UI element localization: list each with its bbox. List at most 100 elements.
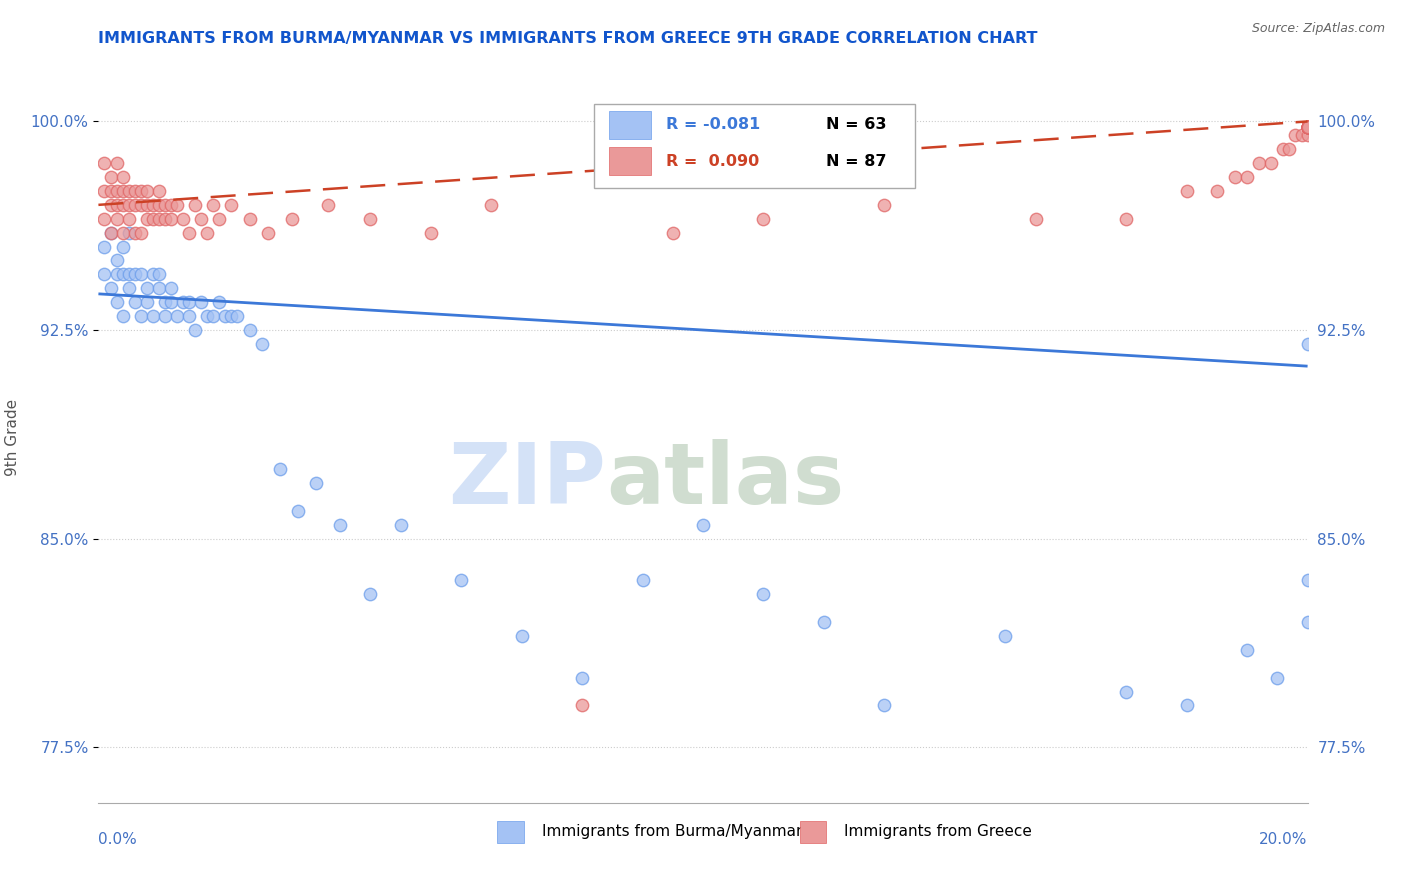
Point xyxy=(1296,615,1319,629)
Point xyxy=(1249,156,1271,170)
Text: R = -0.081: R = -0.081 xyxy=(665,117,759,132)
Point xyxy=(1291,128,1313,143)
Point xyxy=(100,226,122,240)
Point xyxy=(135,211,157,226)
Point xyxy=(208,211,231,226)
Point xyxy=(389,517,412,532)
Point xyxy=(226,309,249,323)
Point xyxy=(111,239,134,253)
Point xyxy=(118,281,141,295)
Point xyxy=(195,309,218,323)
Point xyxy=(160,295,183,310)
Point xyxy=(100,281,122,295)
Point xyxy=(221,198,243,212)
Point xyxy=(129,226,152,240)
Point xyxy=(111,226,134,240)
Text: 0.0%: 0.0% xyxy=(98,832,138,847)
Point xyxy=(208,295,231,310)
Point xyxy=(111,184,134,198)
Point xyxy=(160,281,183,295)
Point xyxy=(214,309,236,323)
Point xyxy=(100,169,122,184)
Point xyxy=(118,211,141,226)
Point xyxy=(135,281,157,295)
Point xyxy=(172,211,194,226)
Point xyxy=(148,211,170,226)
Point xyxy=(1296,128,1319,143)
Text: IMMIGRANTS FROM BURMA/MYANMAR VS IMMIGRANTS FROM GREECE 9TH GRADE CORRELATION CH: IMMIGRANTS FROM BURMA/MYANMAR VS IMMIGRA… xyxy=(98,31,1038,46)
Point xyxy=(1296,337,1319,351)
Point xyxy=(160,198,183,212)
Point xyxy=(1296,120,1319,134)
Point xyxy=(1296,120,1319,134)
Point xyxy=(153,211,176,226)
Point xyxy=(153,295,176,310)
Point xyxy=(166,198,188,212)
Point xyxy=(661,226,683,240)
Point xyxy=(179,309,201,323)
Point xyxy=(1296,120,1319,134)
Point xyxy=(100,226,122,240)
Point xyxy=(571,698,593,713)
Point xyxy=(1296,120,1319,134)
Point xyxy=(129,268,152,282)
Point xyxy=(118,226,141,240)
Point xyxy=(135,198,157,212)
Point xyxy=(305,475,328,490)
Point xyxy=(184,198,207,212)
Y-axis label: 9th Grade: 9th Grade xyxy=(4,399,20,475)
Text: N = 63: N = 63 xyxy=(827,117,887,132)
Point xyxy=(124,295,146,310)
Point xyxy=(752,587,775,601)
Point xyxy=(202,309,225,323)
Point xyxy=(93,156,115,170)
Point xyxy=(195,226,218,240)
Point xyxy=(105,198,128,212)
Point xyxy=(269,462,291,476)
Point xyxy=(135,184,157,198)
Point xyxy=(1296,120,1319,134)
Text: R =  0.090: R = 0.090 xyxy=(665,153,759,169)
Point xyxy=(510,629,533,643)
Point xyxy=(111,198,134,212)
Point xyxy=(692,517,714,532)
Point xyxy=(281,211,304,226)
Point xyxy=(148,198,170,212)
Point xyxy=(360,587,382,601)
Point xyxy=(1296,120,1319,134)
Point xyxy=(1296,120,1319,134)
Point xyxy=(153,198,176,212)
Point xyxy=(93,211,115,226)
Point xyxy=(571,671,593,685)
Point xyxy=(129,184,152,198)
Point xyxy=(111,268,134,282)
Point xyxy=(1296,574,1319,588)
Point xyxy=(1296,120,1319,134)
Point xyxy=(1024,211,1046,226)
Point xyxy=(105,184,128,198)
Point xyxy=(420,226,443,240)
Point xyxy=(160,211,183,226)
FancyBboxPatch shape xyxy=(595,104,915,188)
Point xyxy=(142,268,165,282)
Point xyxy=(256,226,278,240)
Point xyxy=(124,268,146,282)
Point xyxy=(1260,156,1282,170)
Point xyxy=(111,169,134,184)
Text: Source: ZipAtlas.com: Source: ZipAtlas.com xyxy=(1251,22,1385,36)
Text: N = 87: N = 87 xyxy=(827,153,887,169)
Point xyxy=(221,309,243,323)
Point xyxy=(148,184,170,198)
Point xyxy=(239,323,262,337)
Point xyxy=(1296,120,1319,134)
Point xyxy=(142,309,165,323)
Point xyxy=(105,211,128,226)
Point xyxy=(1296,120,1319,134)
Point xyxy=(118,184,141,198)
Text: atlas: atlas xyxy=(606,440,845,523)
Point xyxy=(148,268,170,282)
Point xyxy=(1278,142,1301,156)
Point xyxy=(93,239,115,253)
Point xyxy=(135,295,157,310)
Point xyxy=(481,198,503,212)
